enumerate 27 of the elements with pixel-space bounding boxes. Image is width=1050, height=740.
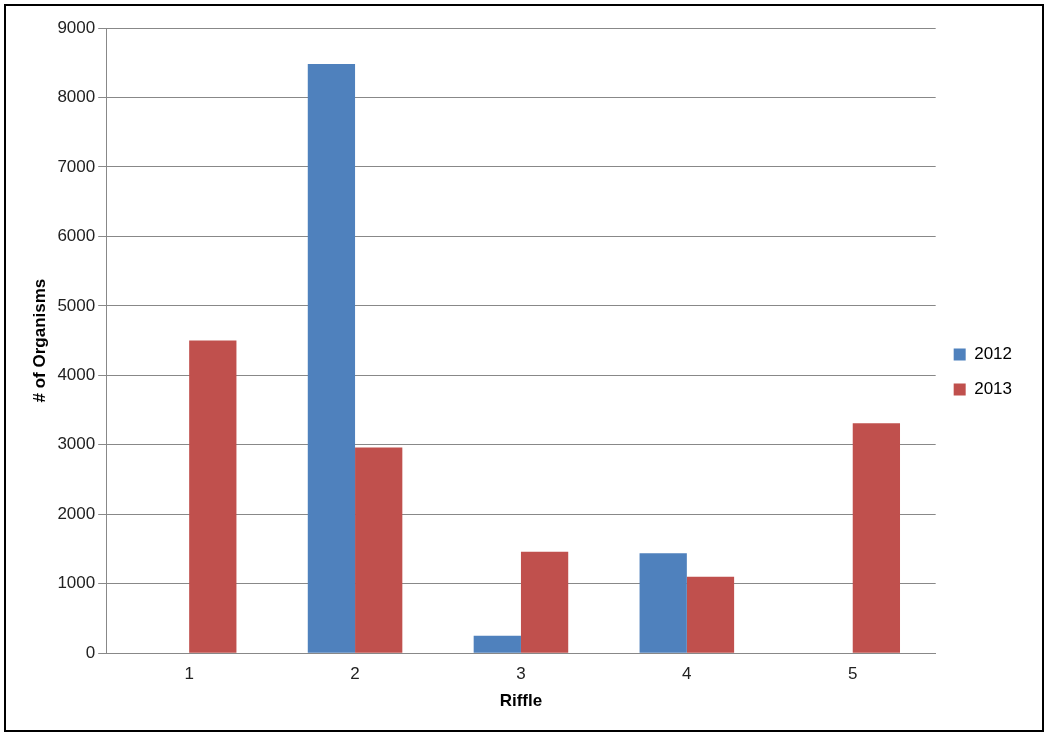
bar — [520, 551, 569, 653]
x-tick-label: 3 — [516, 664, 526, 684]
bar — [189, 340, 237, 653]
y-tick-label: 6000 — [57, 226, 96, 246]
bar — [355, 447, 403, 653]
x-tick-label: 1 — [184, 664, 194, 684]
y-tick-label: 3000 — [57, 434, 96, 454]
bar — [473, 635, 521, 653]
y-tick-label: 7000 — [57, 156, 96, 176]
x-tick-label: 4 — [682, 664, 692, 684]
legend-label: 2012 — [974, 344, 1013, 364]
x-tick-label: 5 — [848, 664, 858, 684]
bar — [686, 576, 735, 653]
y-tick-label: 5000 — [57, 295, 96, 315]
legend-label: 2013 — [974, 379, 1013, 399]
y-tick-label: 8000 — [57, 87, 96, 107]
bar — [307, 64, 356, 653]
y-tick-label: 0 — [85, 642, 96, 662]
y-tick-label: 1000 — [57, 573, 96, 593]
y-tick-label: 4000 — [57, 365, 96, 385]
bar — [852, 423, 901, 653]
x-tick-label: 2 — [350, 664, 360, 684]
x-axis-title: Riffle — [499, 691, 543, 711]
y-tick-label: 2000 — [57, 503, 96, 523]
bar — [639, 553, 687, 653]
y-tick-label: 9000 — [57, 17, 96, 37]
y-axis-title: # of Organisms — [29, 278, 49, 403]
